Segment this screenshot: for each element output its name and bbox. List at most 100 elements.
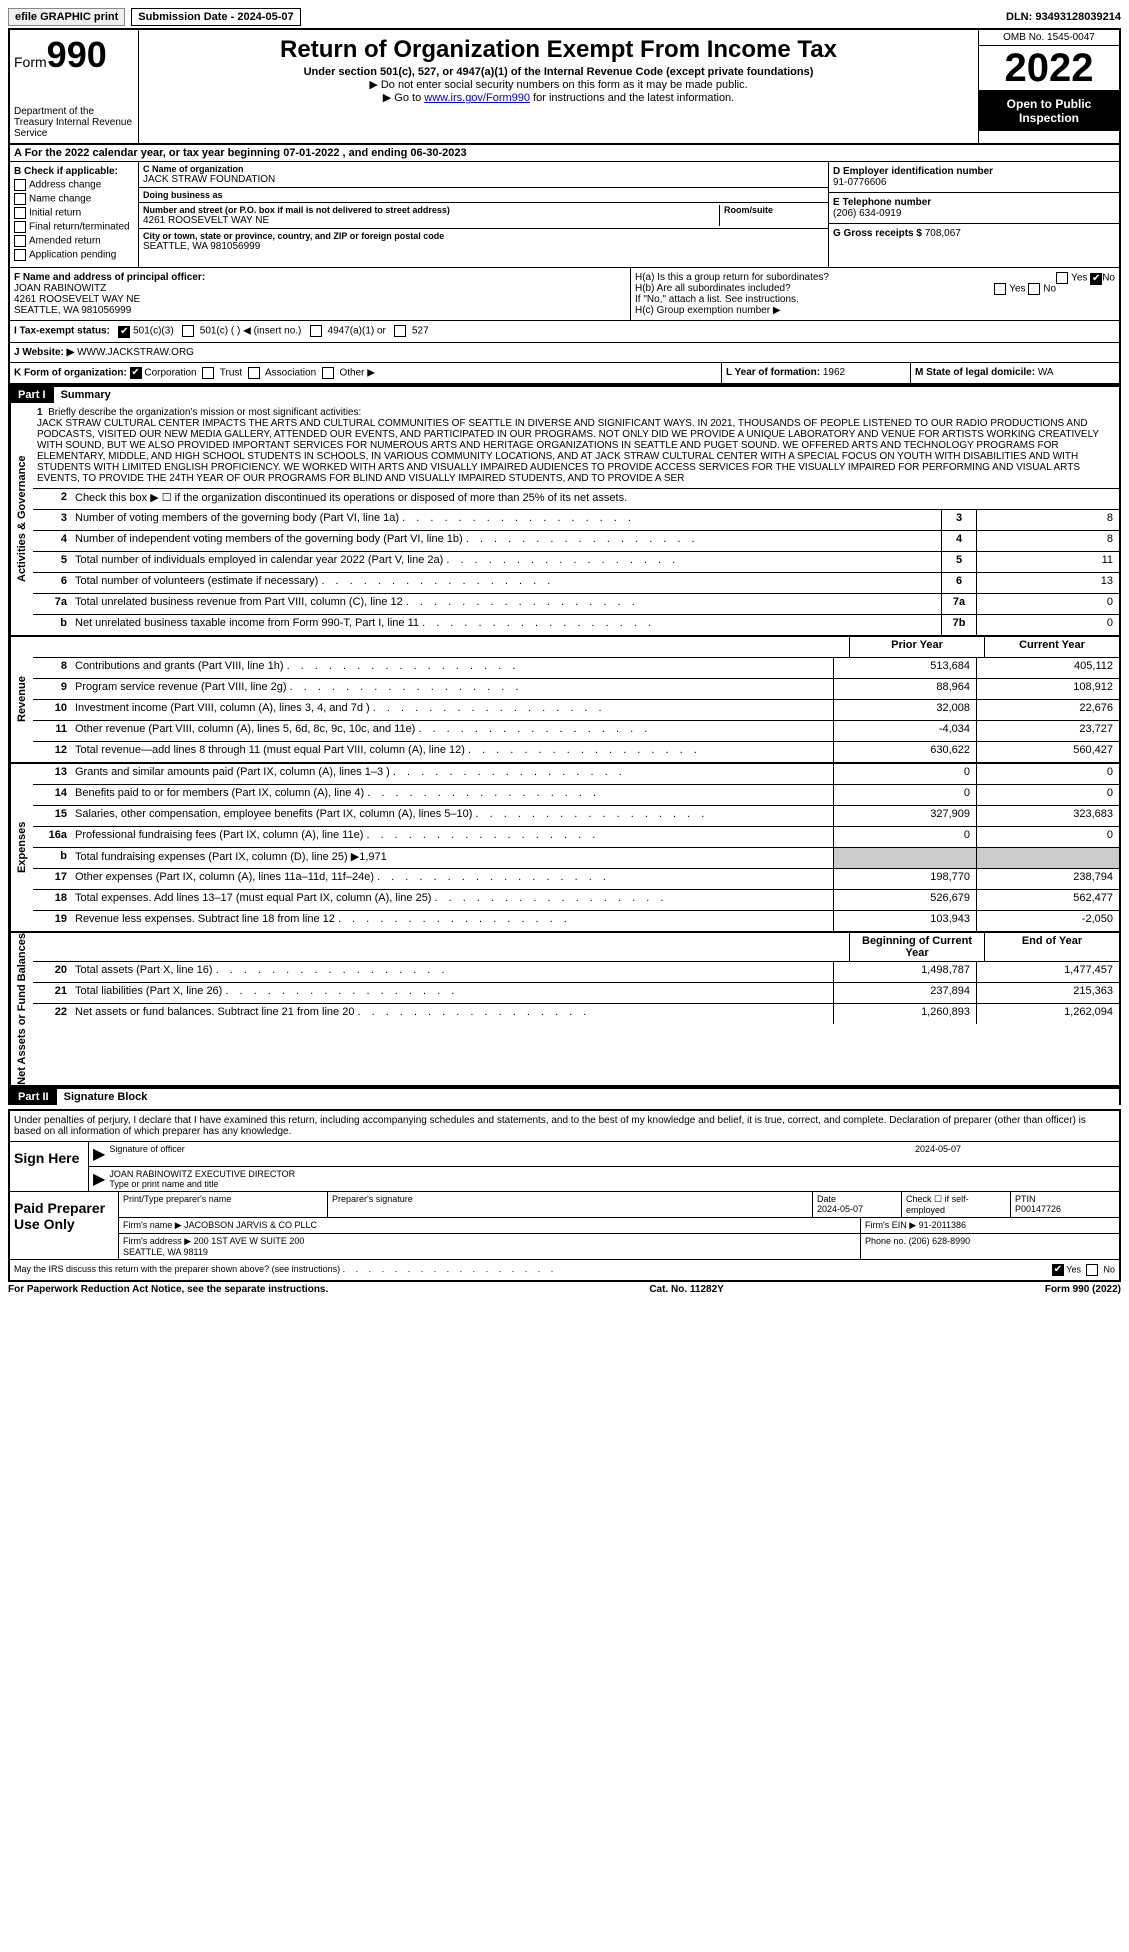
line-17: 17Other expenses (Part IX, column (A), l… [33, 869, 1119, 890]
revenue-header-row: Prior Year Current Year [33, 637, 1119, 658]
revenue-section: Revenue Prior Year Current Year 8Contrib… [8, 637, 1121, 764]
line-text: Grants and similar amounts paid (Part IX… [71, 764, 833, 784]
line-3: 3Number of voting members of the governi… [33, 510, 1119, 531]
prior-value: 32,008 [833, 700, 976, 720]
row-j: J Website: ▶ WWW.JACKSTRAW.ORG [8, 343, 1121, 363]
line-num: 14 [33, 785, 71, 805]
top-bar: efile GRAPHIC print Submission Date - 20… [8, 8, 1121, 26]
rev-hdr-blank [33, 637, 71, 657]
check-application-pending[interactable]: Application pending [14, 249, 134, 261]
dln-value: 93493128039214 [1035, 11, 1121, 23]
firm-addr-cell: Firm's address ▶ 200 1ST AVE W SUITE 200… [119, 1234, 861, 1259]
l-value: 1962 [823, 367, 845, 378]
sign-here-label: Sign Here [10, 1142, 89, 1191]
i-527-box[interactable] [394, 325, 406, 337]
activities-governance-section: Activities & Governance 1 Briefly descri… [8, 403, 1121, 637]
k-corp-box[interactable]: ✔ [130, 367, 142, 379]
discuss-yesno: ✔ Yes No [1052, 1264, 1115, 1276]
line-num: 7a [33, 594, 71, 614]
check-amended-return[interactable]: Amended return [14, 235, 134, 247]
prior-value: 198,770 [833, 869, 976, 889]
i-label: I Tax-exempt status: [14, 326, 110, 337]
declaration-text: Under penalties of perjury, I declare th… [10, 1111, 1119, 1142]
line-box: 7b [941, 615, 976, 635]
check-name-change[interactable]: Name change [14, 193, 134, 205]
form-note2: ▶ Go to www.irs.gov/Form990 for instruct… [143, 91, 974, 104]
current-value: 238,794 [976, 869, 1119, 889]
section-fh: F Name and address of principal officer:… [8, 268, 1121, 321]
discuss-no-box[interactable] [1086, 1264, 1098, 1276]
line-2: 2 Check this box ▶ ☐ if the organization… [33, 489, 1119, 510]
line-7a: 7aTotal unrelated business revenue from … [33, 594, 1119, 615]
prior-value: 327,909 [833, 806, 976, 826]
dots [343, 1264, 558, 1274]
end-value: 215,363 [976, 983, 1119, 1003]
line-11: 11Other revenue (Part VIII, column (A), … [33, 721, 1119, 742]
line-num: 6 [33, 573, 71, 593]
line-num: 21 [33, 983, 71, 1003]
header-left: Form990 Department of the Treasury Inter… [10, 30, 139, 143]
check-initial-return[interactable]: Initial return [14, 207, 134, 219]
address-cell: Number and street (or P.O. box if mail i… [139, 203, 828, 229]
check-self-employed[interactable]: Check ☐ if self-employed [902, 1192, 1011, 1217]
i-501c-box[interactable] [182, 325, 194, 337]
page-footer: For Paperwork Reduction Act Notice, see … [8, 1282, 1121, 1297]
line-5: 5Total number of individuals employed in… [33, 552, 1119, 573]
k-other-box[interactable] [322, 367, 334, 379]
line-9: 9Program service revenue (Part VIII, lin… [33, 679, 1119, 700]
line-num: 22 [33, 1004, 71, 1024]
current-value: 560,427 [976, 742, 1119, 762]
check-final-return[interactable]: Final return/terminated [14, 221, 134, 233]
prior-value: 103,943 [833, 911, 976, 931]
irs-link[interactable]: www.irs.gov/Form990 [424, 92, 530, 104]
prior-value: 630,622 [833, 742, 976, 762]
current-value: 562,477 [976, 890, 1119, 910]
officer-typed-name: JOAN RABINOWITZ EXECUTIVE DIRECTOR [109, 1169, 1115, 1179]
check-address-change[interactable]: Address change [14, 179, 134, 191]
phone-value: (206) 634-0919 [833, 208, 1115, 219]
tax-year: 2022 [979, 46, 1119, 91]
h-c: H(c) Group exemption number ▶ [635, 305, 1115, 316]
ha-no-box[interactable]: ✔ [1090, 273, 1102, 285]
gross-receipts-cell: G Gross receipts $ 708,067 [829, 224, 1119, 243]
line-num: 17 [33, 869, 71, 889]
hb-yes-box[interactable] [994, 283, 1006, 295]
ha-yes-box[interactable] [1056, 272, 1068, 284]
part2-badge: Part II [10, 1089, 57, 1105]
ein-value: 91-0776606 [833, 177, 1115, 188]
efile-button[interactable]: efile GRAPHIC print [8, 8, 125, 26]
sig-date: 2024-05-07 [915, 1144, 1115, 1164]
current-value: 108,912 [976, 679, 1119, 699]
current-value: 323,683 [976, 806, 1119, 826]
dln: DLN: 93493128039214 [1006, 11, 1121, 23]
info-grid: B Check if applicable: Address change Na… [8, 162, 1121, 268]
k-trust-box[interactable] [202, 367, 214, 379]
line-num: b [33, 848, 71, 868]
row-m: M State of legal domicile: WA [911, 363, 1119, 384]
i-4947-box[interactable] [310, 325, 322, 337]
i-501c3-box[interactable]: ✔ [118, 326, 130, 338]
k-assoc-box[interactable] [248, 367, 260, 379]
prep-row3: Firm's address ▶ 200 1ST AVE W SUITE 200… [119, 1233, 1119, 1259]
room-label: Room/suite [724, 205, 824, 215]
discuss-yes-box[interactable]: ✔ [1052, 1264, 1064, 1276]
line-value: 0 [976, 594, 1119, 614]
officer-sig-line: ▶ Signature of officer 2024-05-07 [89, 1142, 1119, 1167]
discuss-text: May the IRS discuss this return with the… [14, 1264, 1052, 1276]
m-label: M State of legal domicile: [915, 367, 1035, 378]
org-name-cell: C Name of organization JACK STRAW FOUNDA… [139, 162, 828, 188]
line-text: Professional fundraising fees (Part IX, … [71, 827, 833, 847]
row-i: I Tax-exempt status: ✔ 501(c)(3) 501(c) … [8, 321, 1121, 343]
part2-title: Signature Block [60, 1089, 152, 1105]
form-note1: ▶ Do not enter social security numbers o… [143, 78, 974, 91]
prep-sig-label: Preparer's signature [328, 1192, 813, 1217]
line-text: Program service revenue (Part VIII, line… [71, 679, 833, 699]
signature-block: Under penalties of perjury, I declare th… [8, 1109, 1121, 1282]
note2-post: for instructions and the latest informat… [530, 92, 734, 104]
hb-no-box[interactable] [1028, 283, 1040, 295]
line-num: 5 [33, 552, 71, 572]
org-name-label: C Name of organization [143, 164, 824, 174]
ha-yesno: Yes ✔No [1056, 272, 1115, 285]
ein-label: D Employer identification number [833, 166, 1115, 177]
line-num: 9 [33, 679, 71, 699]
